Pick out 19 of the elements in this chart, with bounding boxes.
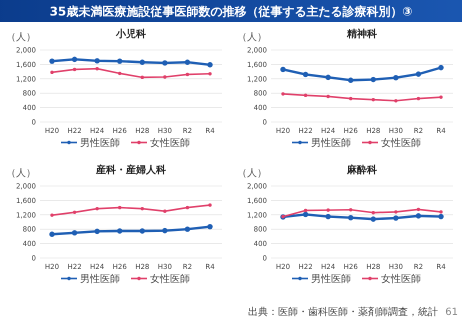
legend-label: 男性医師 <box>311 137 351 149</box>
y-axis-title: （人） <box>237 168 267 179</box>
source-note: 出典：医師・歯科医師・薬剤師調査，統計 <box>248 306 438 318</box>
legend-label: 女性医師 <box>381 273 421 285</box>
chart-title: 小児科 <box>115 28 146 40</box>
chart-title: 精神科 <box>346 28 377 40</box>
text: 35歳未満医療施設従事医師数の推移（従事する主たる診療科別）③ <box>50 4 412 18</box>
text: 61 <box>445 307 458 318</box>
chart-title: 産科・産婦人科 <box>95 164 166 176</box>
y-axis-title: （人） <box>6 32 36 43</box>
legend-label: 女性医師 <box>381 137 421 149</box>
chart-title: 麻酔科 <box>346 164 377 176</box>
legend-label: 男性医師 <box>80 273 120 285</box>
y-axis-title: （人） <box>6 168 36 179</box>
legend-label: 男性医師 <box>311 273 351 285</box>
legend-label: 女性医師 <box>150 273 190 285</box>
legend-label: 男性医師 <box>80 137 120 149</box>
y-axis-title: （人） <box>237 32 267 43</box>
legend-label: 女性医師 <box>150 137 190 149</box>
